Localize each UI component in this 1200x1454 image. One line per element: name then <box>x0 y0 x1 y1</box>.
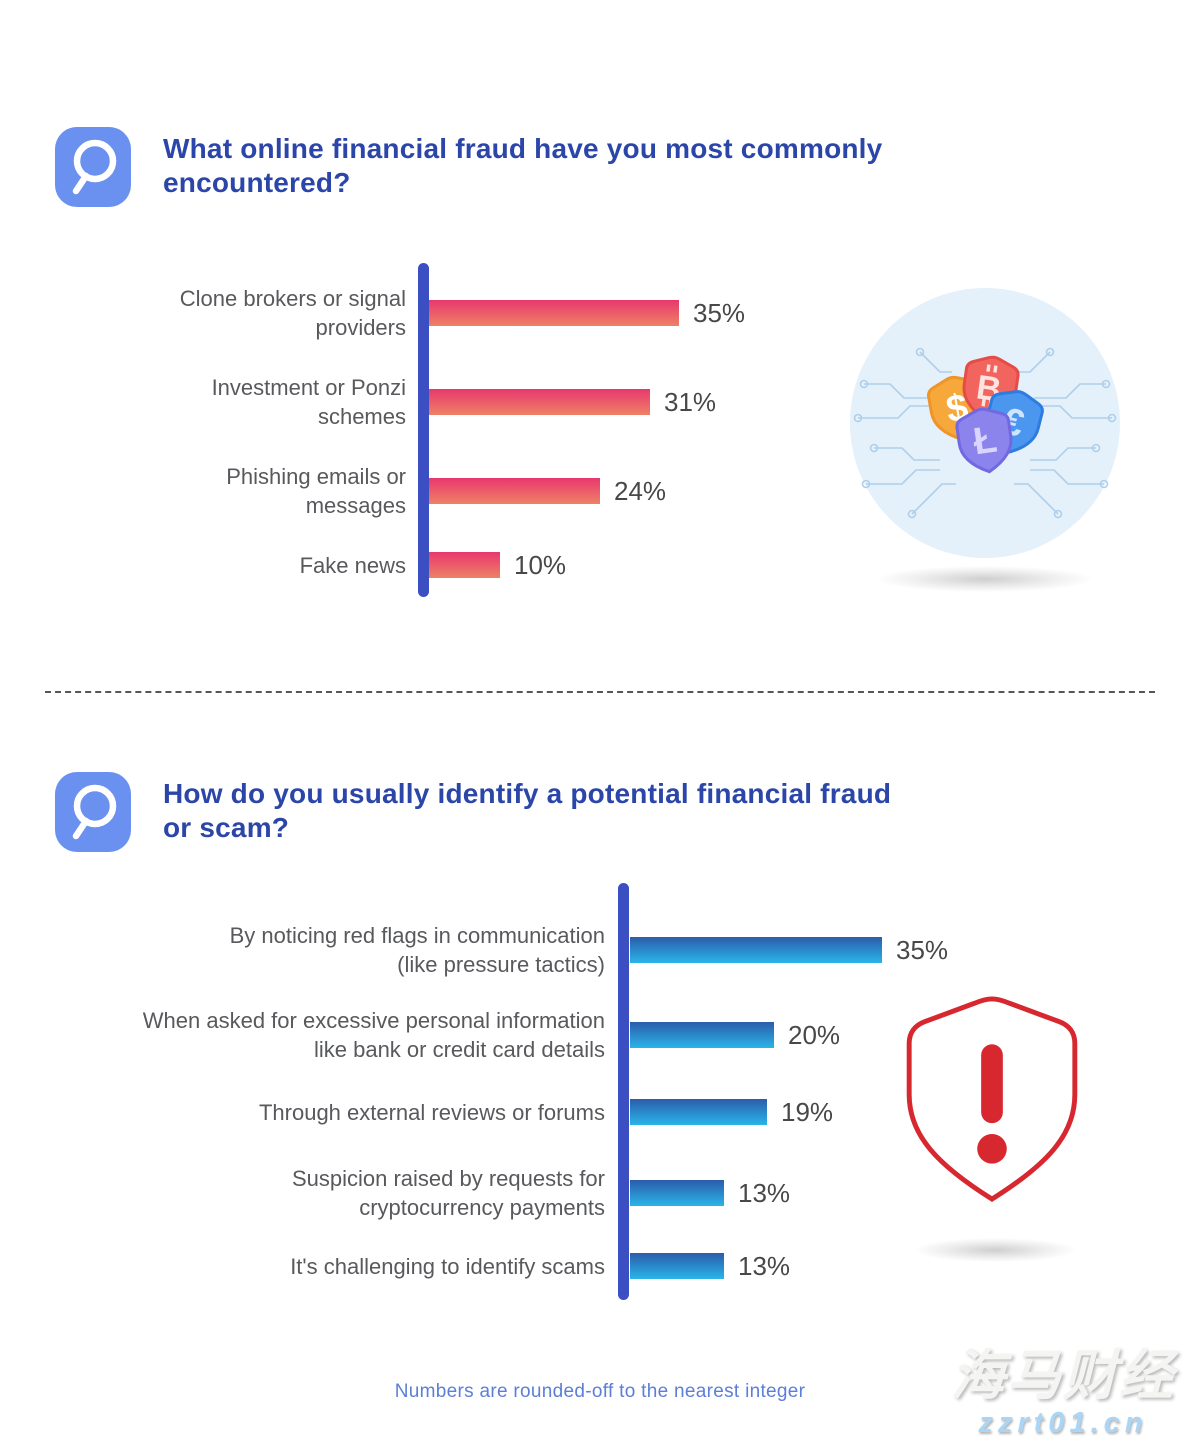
section-divider <box>45 691 1155 693</box>
chart1-row-3: Phishing emails or messages 24% <box>0 459 666 523</box>
chart2-row-1: By noticing red flags in communication (… <box>0 918 948 982</box>
question-title-2: How do you usually identify a potential … <box>163 777 1103 845</box>
question-title-1-line2: encountered? <box>163 167 351 199</box>
chart2-bar-3 <box>630 1099 767 1125</box>
chart1-category-label-1: Clone brokers or signal providers <box>179 286 406 340</box>
question-icon-2 <box>55 772 131 852</box>
chart1-category-label-4: Fake news <box>299 552 406 578</box>
chart2-bar-1 <box>630 937 882 963</box>
chart1-row-1: Clone brokers or signal providers 35% <box>0 281 745 345</box>
chart1-category-label-2: Investment or Ponzi schemes <box>211 375 406 429</box>
exclamation-bar <box>981 1044 1003 1124</box>
chart2-value-1: 35% <box>896 934 949 965</box>
chart1-row-2: Investment or Ponzi schemes 31% <box>0 370 716 434</box>
chart2-axis <box>618 883 629 1300</box>
watermark-title: 海马财经 <box>951 1346 1175 1406</box>
chart2-row-3: Through external reviews or forums 19% <box>0 1080 833 1144</box>
exclamation-dot <box>977 1134 1007 1164</box>
q-magnifier-icon <box>72 784 117 840</box>
chart2-category-label-3: Through external reviews or forums <box>258 1099 605 1125</box>
chart2-row-2: When asked for excessive personal inform… <box>0 1003 840 1067</box>
chart2-row-4: Suspicion raised by requests for cryptoc… <box>0 1161 790 1225</box>
question-title-2-line2: or scam? <box>163 812 290 844</box>
question-title-1-line1: What online financial fraud have you mos… <box>163 133 883 164</box>
chart1-bar-1 <box>429 300 679 326</box>
q-magnifier-icon <box>72 139 117 195</box>
chart1-value-4: 10% <box>514 549 567 580</box>
chart2-category-label-2: When asked for excessive personal inform… <box>142 1008 605 1062</box>
chart1-row-4: Fake news 10% <box>0 533 566 597</box>
chart2-category-label-5: It's challenging to identify scams <box>290 1253 605 1279</box>
chart2-row-5: It's challenging to identify scams 13% <box>0 1234 790 1298</box>
chart2-category-label-1: By noticing red flags in communication (… <box>229 923 605 977</box>
chart1-bar-3 <box>429 478 600 504</box>
currency-shields-illustration: $ B € Ł <box>850 288 1120 558</box>
shield-illustration-shadow <box>915 1238 1075 1262</box>
warning-shield-icon <box>906 996 1078 1202</box>
chart1-value-3: 24% <box>614 475 667 506</box>
chart1-axis <box>418 263 429 597</box>
question-icon-1 <box>55 127 131 207</box>
chart2-value-5: 13% <box>738 1250 791 1281</box>
litecoin-shield-icon: Ł <box>955 407 1013 474</box>
litecoin-symbol: Ł <box>971 419 1000 464</box>
chart1-value-1: 35% <box>693 297 746 328</box>
footer-note: Numbers are rounded-off to the nearest i… <box>394 1381 806 1402</box>
circuit-lines <box>853 347 1117 519</box>
chart1-category-label-3: Phishing emails or messages <box>226 464 406 518</box>
chart2-bar-2 <box>630 1022 774 1048</box>
chart2-value-2: 20% <box>788 1019 841 1050</box>
chart2-bar-4 <box>630 1180 724 1206</box>
chart1-value-2: 31% <box>664 386 717 417</box>
circle-illustration-shadow <box>878 566 1092 592</box>
question-title-1: What online financial fraud have you mos… <box>163 132 1103 200</box>
watermark-site: zzrt01.cn <box>978 1406 1148 1439</box>
chart1-bar-2 <box>429 389 650 415</box>
question-title-2-line1: How do you usually identify a potential … <box>163 778 892 809</box>
circuit-currency-icons: $ B € Ł <box>853 347 1117 519</box>
chart2-value-4: 13% <box>738 1177 791 1208</box>
chart1-bar-4 <box>429 552 500 578</box>
chart2-value-3: 19% <box>781 1096 834 1127</box>
chart2-category-label-4: Suspicion raised by requests for cryptoc… <box>291 1166 605 1220</box>
watermark: 海马财经 zzrt01.cn <box>938 1348 1188 1440</box>
chart2-bar-5 <box>630 1253 724 1279</box>
